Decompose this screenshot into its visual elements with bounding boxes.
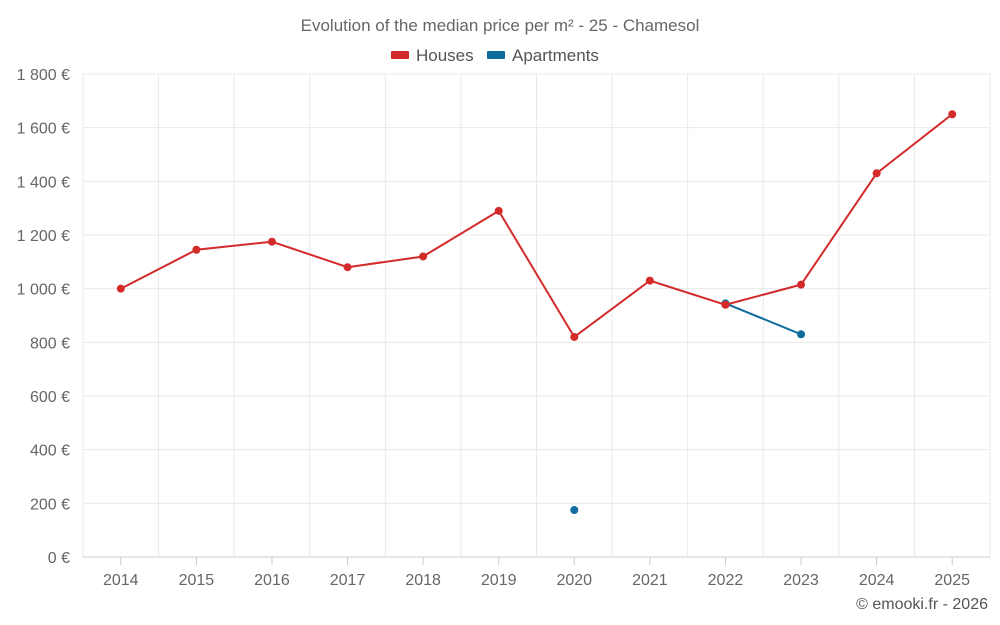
legend-label-houses[interactable]: Houses <box>416 46 474 65</box>
data-point-apartments-2023[interactable] <box>797 330 806 339</box>
x-tick-label: 2023 <box>783 572 819 589</box>
data-point-apartments-2020[interactable] <box>570 506 579 515</box>
legend-swatch-houses <box>391 51 409 59</box>
grid <box>82 73 991 558</box>
series-line-houses <box>120 113 953 338</box>
x-tick-label: 2025 <box>934 572 970 589</box>
x-tick-label: 2016 <box>254 572 290 589</box>
y-tick-label: 0 € <box>48 550 70 567</box>
data-point-houses-2024[interactable] <box>872 169 881 178</box>
x-axis: 2014 2015 2016 2017 2018 2019 2020 2021 2022 2023… <box>83 556 990 589</box>
x-tick-label: 2019 <box>481 572 517 589</box>
chart-title: Evolution of the median price per m² - 2… <box>301 16 700 35</box>
y-tick-label: 1 600 € <box>17 121 70 138</box>
series-line-apartments <box>725 302 802 336</box>
data-point-houses-2023[interactable] <box>797 280 806 289</box>
y-tick-label: 600 € <box>30 389 70 406</box>
y-tick-label: 200 € <box>30 496 70 513</box>
data-point-houses-2020[interactable] <box>570 332 579 341</box>
x-tick-label: 2022 <box>708 572 744 589</box>
x-tick-label: 2018 <box>405 572 441 589</box>
y-tick-label: 1 000 € <box>17 282 70 299</box>
legend-swatch-apartments <box>487 51 505 59</box>
series-houses <box>116 110 957 341</box>
y-tick-label: 1 800 € <box>17 67 70 84</box>
x-tick-label: 2024 <box>859 572 895 589</box>
series-layer <box>116 110 957 515</box>
data-point-houses-2018[interactable] <box>419 252 428 261</box>
data-point-houses-2022[interactable] <box>721 300 730 309</box>
x-tick-label: 2015 <box>179 572 215 589</box>
legend-label-apartments[interactable]: Apartments <box>512 46 599 65</box>
data-point-houses-2014[interactable] <box>116 284 125 293</box>
x-tick-label: 2017 <box>330 572 366 589</box>
data-point-houses-2021[interactable] <box>645 276 654 285</box>
credit: © emooki.fr - 2026 <box>856 596 988 613</box>
y-tick-label: 1 200 € <box>17 228 70 245</box>
legend: Houses Apartments <box>391 46 599 65</box>
data-point-houses-2017[interactable] <box>343 263 352 272</box>
y-tick-label: 800 € <box>30 335 70 352</box>
y-axis: 0 € 200 € 400 € 600 € 800 € 1 000 € 1 200 € 1 4… <box>17 67 70 567</box>
y-tick-label: 400 € <box>30 443 70 460</box>
x-tick-label: 2020 <box>556 572 592 589</box>
data-point-houses-2016[interactable] <box>267 237 276 246</box>
y-tick-label: 1 400 € <box>17 174 70 191</box>
x-tick-label: 2014 <box>103 572 139 589</box>
data-point-houses-2019[interactable] <box>494 206 503 215</box>
data-point-houses-2015[interactable] <box>192 245 201 254</box>
data-point-houses-2025[interactable] <box>948 110 957 119</box>
x-tick-label: 2021 <box>632 572 668 589</box>
